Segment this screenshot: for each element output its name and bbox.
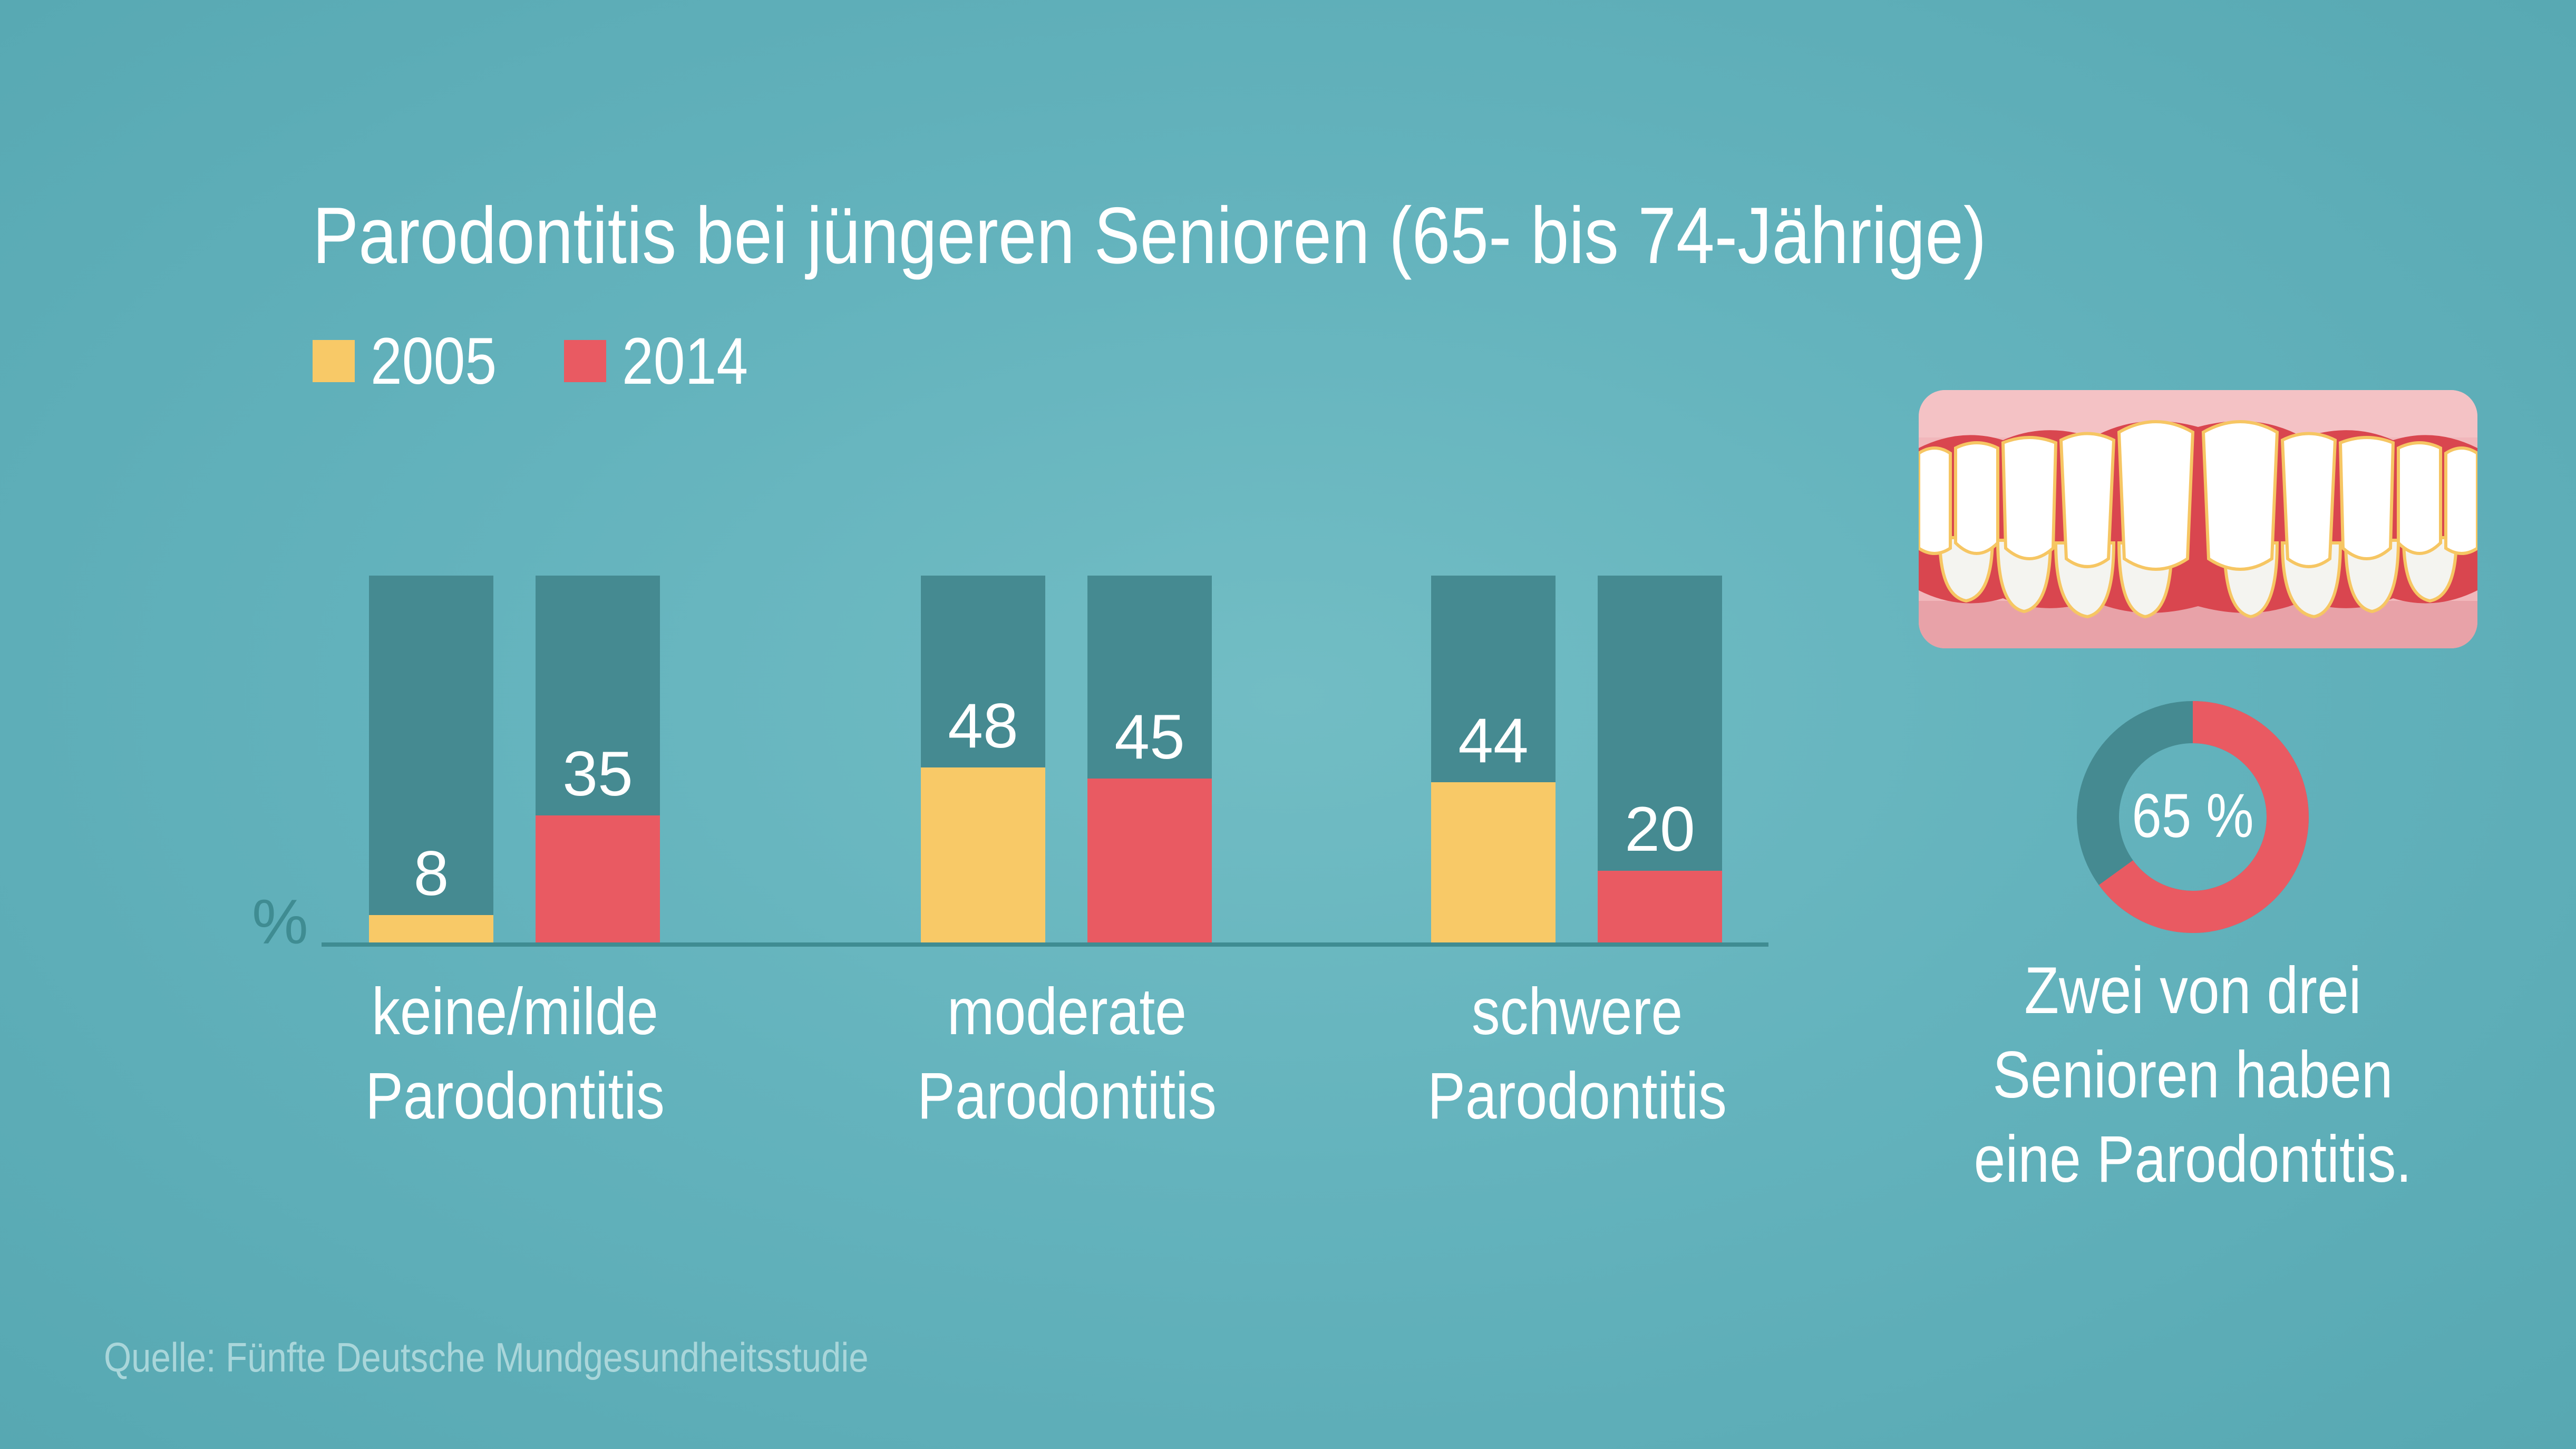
donut-ring-value bbox=[2077, 701, 2309, 933]
y-axis-unit: % bbox=[252, 887, 308, 957]
data-label-2014-2: 45 bbox=[1114, 702, 1184, 772]
category-label-3: schwere Parodontitis bbox=[1427, 975, 1727, 1133]
donut-chart bbox=[2077, 701, 2309, 933]
bar-2014-1 bbox=[536, 815, 660, 945]
data-label-2005-1: 8 bbox=[414, 838, 449, 909]
legend-label-2014: 2014 bbox=[622, 324, 749, 398]
chart-title: Parodontitis bei jüngeren Senioren (65- … bbox=[313, 191, 1987, 280]
legend-swatch-2014 bbox=[564, 340, 606, 382]
bar-2014-3 bbox=[1598, 871, 1722, 945]
bar-2005-2 bbox=[921, 767, 1045, 945]
legend-item-2005: 2005 bbox=[313, 325, 517, 398]
category-label-2: moderate Parodontitis bbox=[917, 975, 1217, 1133]
data-label-2014-1: 35 bbox=[562, 738, 633, 809]
teeth-illustration bbox=[1919, 390, 2477, 648]
donut-value-label: 65 % bbox=[2132, 781, 2254, 851]
upper-teeth bbox=[1919, 420, 2477, 571]
bar-2005-1 bbox=[369, 915, 493, 945]
data-label-2005-2: 48 bbox=[948, 691, 1018, 761]
callout-text: Zwei von drei Senioren haben eine Parodo… bbox=[1974, 954, 2412, 1196]
data-label-2005-3: 44 bbox=[1458, 705, 1528, 776]
bar-2005-3 bbox=[1431, 782, 1556, 945]
data-label-2014-3: 20 bbox=[1625, 794, 1695, 864]
source-note: Quelle: Fünfte Deutsche Mundgesundheitss… bbox=[104, 1334, 869, 1380]
category-label-1: keine/milde Parodontitis bbox=[365, 975, 665, 1133]
bar-track bbox=[369, 576, 493, 945]
legend-item-2014: 2014 bbox=[564, 325, 769, 398]
legend-swatch-2005 bbox=[313, 340, 355, 382]
legend-label-2005: 2005 bbox=[371, 324, 497, 398]
bar-2014-2 bbox=[1087, 779, 1212, 945]
